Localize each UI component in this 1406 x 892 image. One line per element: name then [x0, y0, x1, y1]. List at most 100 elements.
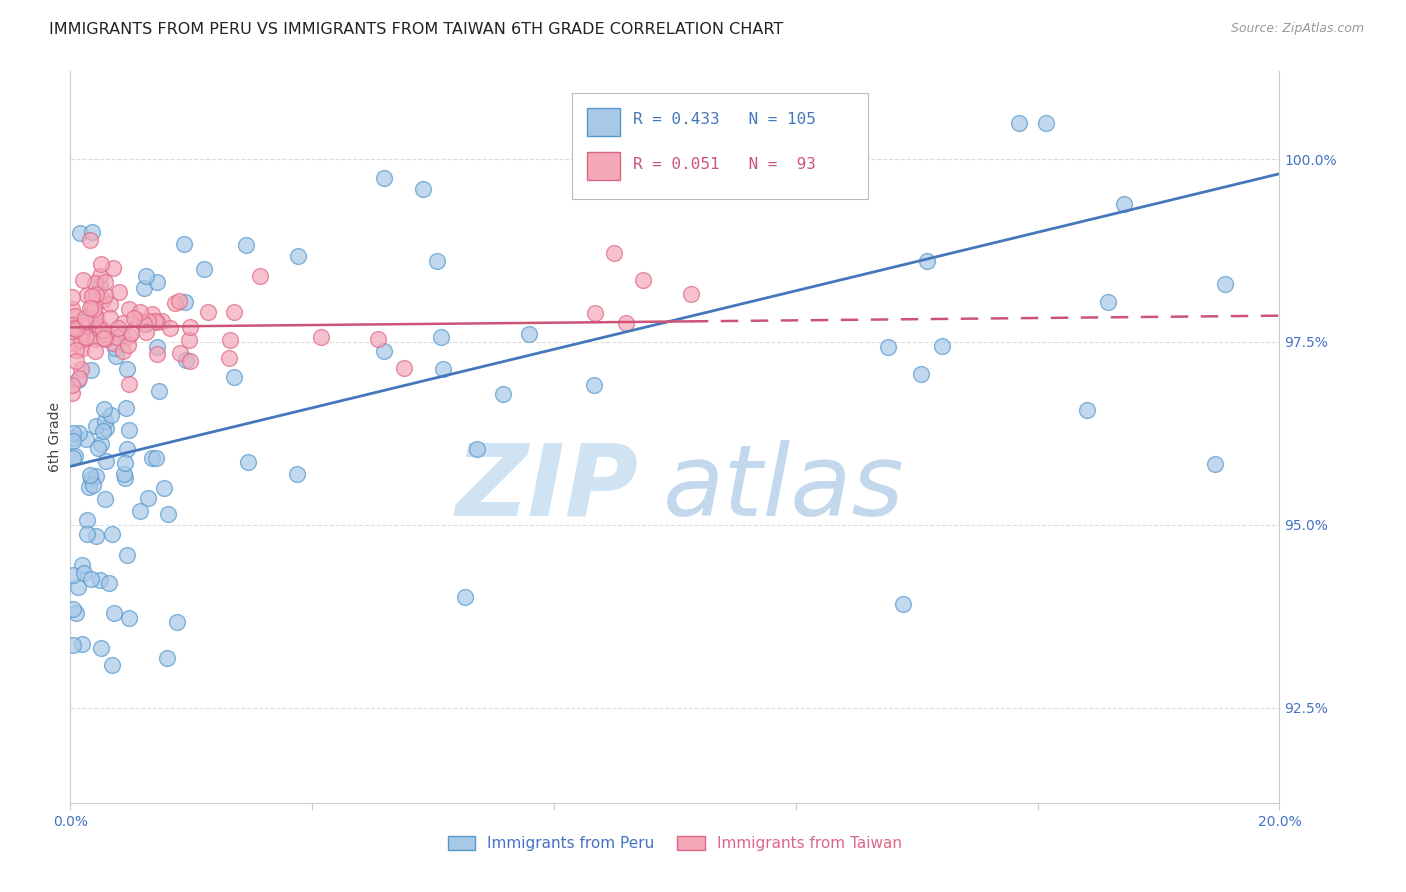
Point — [1204, 457, 1226, 471]
Point — [145, 450, 167, 465]
Point — [118, 377, 141, 392]
Point — [98, 310, 121, 325]
Point — [69, 226, 91, 240]
Point — [174, 352, 197, 367]
Point — [103, 261, 125, 276]
Point — [193, 262, 215, 277]
Point — [60, 324, 83, 338]
Point — [73, 328, 96, 343]
Point — [118, 423, 141, 437]
Point — [432, 361, 454, 376]
Point — [179, 320, 201, 334]
Point — [84, 332, 107, 346]
Point — [373, 171, 395, 186]
Point — [83, 276, 105, 290]
Point — [101, 527, 124, 541]
Point — [91, 425, 114, 439]
Point — [179, 333, 201, 347]
Point — [103, 606, 125, 620]
Point — [80, 225, 103, 239]
Point — [1076, 403, 1098, 417]
Point — [84, 419, 107, 434]
Point — [75, 329, 97, 343]
Point — [89, 322, 111, 336]
Point — [150, 314, 173, 328]
Point — [197, 305, 219, 319]
Point — [79, 301, 101, 315]
Point — [72, 273, 94, 287]
Point — [582, 378, 605, 392]
Point — [94, 454, 117, 468]
Point — [173, 237, 195, 252]
Point — [135, 268, 157, 283]
Point — [94, 332, 117, 346]
Text: atlas: atlas — [662, 440, 904, 537]
Point — [111, 316, 134, 330]
Point — [614, 317, 637, 331]
Point — [62, 321, 84, 335]
Point — [93, 402, 115, 417]
Point — [287, 249, 309, 263]
Point — [146, 275, 169, 289]
Text: Source: ZipAtlas.com: Source: ZipAtlas.com — [1230, 22, 1364, 36]
Point — [94, 492, 117, 507]
Text: ZIP: ZIP — [456, 440, 638, 537]
Point — [118, 610, 141, 624]
Point — [156, 651, 179, 665]
Point — [1112, 197, 1135, 211]
Point — [132, 318, 155, 332]
Point — [235, 237, 257, 252]
Text: R = 0.051   N =  93: R = 0.051 N = 93 — [633, 158, 815, 172]
Point — [90, 641, 112, 656]
Point — [70, 333, 93, 347]
Point — [62, 639, 84, 653]
Point — [492, 387, 515, 401]
Point — [603, 246, 626, 260]
Point — [87, 329, 110, 343]
Point — [83, 301, 105, 316]
Point — [84, 469, 107, 483]
Point — [115, 548, 138, 562]
Point — [73, 311, 96, 326]
Point — [76, 527, 98, 541]
Point — [60, 290, 83, 304]
Point — [517, 327, 540, 342]
Point — [101, 658, 124, 673]
Point — [98, 296, 121, 310]
Point — [60, 378, 83, 392]
Point — [100, 409, 122, 423]
Point — [157, 508, 180, 522]
Point — [679, 287, 702, 301]
Point — [93, 331, 115, 345]
Point — [118, 329, 141, 343]
Point — [135, 325, 157, 339]
Point — [238, 455, 260, 469]
Point — [62, 434, 84, 449]
Point — [135, 317, 157, 331]
Point — [94, 275, 117, 289]
Point — [910, 367, 932, 381]
Point — [60, 319, 83, 334]
Point — [62, 336, 84, 351]
Point — [67, 371, 90, 385]
Point — [1097, 295, 1119, 310]
Text: IMMIGRANTS FROM PERU VS IMMIGRANTS FROM TAIWAN 6TH GRADE CORRELATION CHART: IMMIGRANTS FROM PERU VS IMMIGRANTS FROM … — [49, 22, 783, 37]
Point — [84, 287, 107, 301]
Point — [84, 307, 107, 321]
Point — [426, 254, 449, 268]
Point — [73, 319, 96, 334]
Point — [179, 354, 201, 368]
Point — [89, 269, 111, 284]
Point — [63, 309, 86, 323]
Point — [148, 384, 170, 398]
Point — [120, 326, 142, 340]
Point — [115, 442, 138, 457]
Point — [218, 351, 240, 365]
Point — [65, 607, 87, 621]
Point — [107, 321, 129, 335]
Point — [89, 574, 111, 588]
Point — [90, 257, 112, 271]
Point — [107, 285, 129, 299]
Point — [112, 467, 135, 481]
Point — [583, 306, 606, 320]
